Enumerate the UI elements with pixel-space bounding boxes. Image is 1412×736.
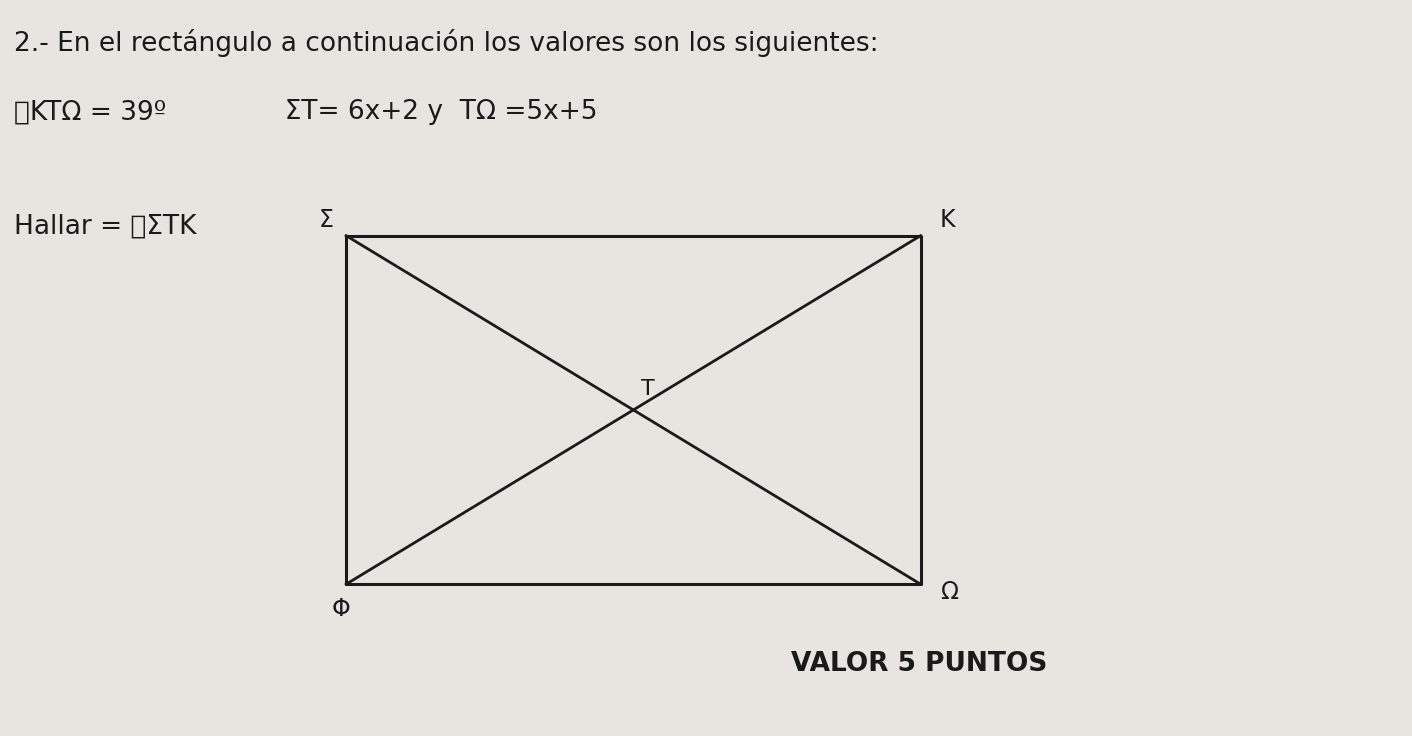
Text: VALOR 5 PUNTOS: VALOR 5 PUNTOS bbox=[791, 651, 1048, 677]
Text: Hallar = ⑂ΣTK: Hallar = ⑂ΣTK bbox=[14, 213, 196, 239]
Text: ΣT= 6x+2 y  TΩ =5x+5: ΣT= 6x+2 y TΩ =5x+5 bbox=[268, 99, 597, 125]
Text: K: K bbox=[940, 208, 956, 232]
Text: Φ: Φ bbox=[332, 597, 350, 620]
Text: Σ: Σ bbox=[319, 208, 335, 232]
Text: ⑂KTΩ = 39º: ⑂KTΩ = 39º bbox=[14, 99, 167, 125]
Text: Ω: Ω bbox=[940, 581, 957, 604]
Text: 2.- En el rectángulo a continuación los valores son los siguientes:: 2.- En el rectángulo a continuación los … bbox=[14, 29, 878, 57]
Text: T: T bbox=[641, 378, 655, 398]
